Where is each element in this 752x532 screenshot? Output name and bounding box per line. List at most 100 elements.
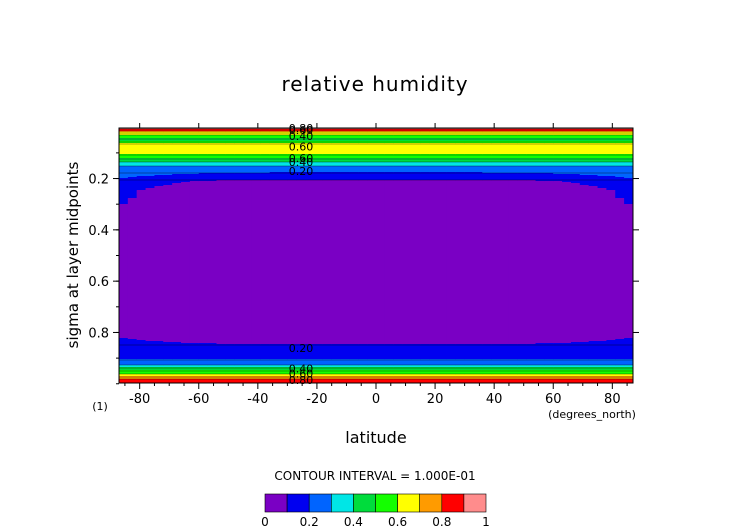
field-cell xyxy=(198,197,209,199)
field-cell xyxy=(172,169,182,171)
field-cell xyxy=(181,325,191,327)
field-cell xyxy=(145,230,155,232)
field-cell xyxy=(119,284,129,286)
field-cell xyxy=(136,334,146,336)
field-cell xyxy=(127,345,138,347)
field-cell xyxy=(163,232,173,234)
field-cell xyxy=(154,240,164,242)
field-cell xyxy=(163,228,173,230)
field-cell xyxy=(198,298,209,300)
field-cell xyxy=(181,278,191,280)
field-cell xyxy=(136,301,146,303)
field-cell xyxy=(181,288,191,290)
field-cell xyxy=(163,299,173,301)
field-cell xyxy=(119,369,129,371)
field-cell xyxy=(145,362,155,364)
field-cell xyxy=(181,348,191,350)
field-cell xyxy=(181,284,191,286)
field-cell xyxy=(163,286,173,288)
field-cell xyxy=(127,251,138,253)
field-cell xyxy=(119,188,129,190)
field-cell xyxy=(189,136,200,138)
field-cell xyxy=(154,302,164,304)
field-cell xyxy=(154,178,164,180)
field-cell xyxy=(127,324,138,326)
field-cell xyxy=(181,315,191,317)
field-cell xyxy=(163,314,173,316)
field-cell xyxy=(136,315,146,317)
field-cell xyxy=(181,243,191,245)
field-cell xyxy=(198,202,209,204)
field-cell xyxy=(172,375,182,377)
field-cell xyxy=(145,265,155,267)
field-cell xyxy=(119,159,129,161)
field-cell xyxy=(145,348,155,350)
field-cell xyxy=(181,272,191,274)
field-cell xyxy=(154,197,164,199)
field-cell xyxy=(136,206,146,208)
field-cell xyxy=(145,299,155,301)
field-cell xyxy=(119,209,129,211)
field-cell xyxy=(136,157,146,159)
field-cell xyxy=(127,271,138,273)
field-cell xyxy=(172,206,182,208)
field-cell xyxy=(127,206,138,208)
field-cell xyxy=(154,221,164,223)
field-cell xyxy=(181,352,191,354)
field-cell xyxy=(181,377,191,379)
field-cell xyxy=(136,216,146,218)
field-cell xyxy=(172,290,182,292)
field-cell xyxy=(145,287,155,289)
field-cell xyxy=(189,252,200,254)
field-cell xyxy=(172,296,182,298)
field-cell xyxy=(172,369,182,371)
field-cell xyxy=(154,232,164,234)
field-cell xyxy=(136,160,146,162)
field-cell xyxy=(136,182,146,184)
field-cell xyxy=(198,176,209,178)
field-cell xyxy=(136,185,146,187)
field-cell xyxy=(127,185,138,187)
field-cell xyxy=(127,250,138,252)
field-cell xyxy=(119,185,129,187)
field-cell xyxy=(145,192,155,194)
field-cell xyxy=(189,290,200,292)
field-cell xyxy=(119,289,129,291)
field-cell xyxy=(198,279,209,281)
field-cell xyxy=(136,345,146,347)
field-cell xyxy=(136,311,146,313)
field-cell xyxy=(172,327,182,329)
field-cell xyxy=(163,202,173,204)
field-cell xyxy=(127,375,138,377)
field-cell xyxy=(127,148,138,150)
field-cell xyxy=(198,156,209,158)
field-cell xyxy=(119,275,129,277)
field-cell xyxy=(198,181,209,183)
field-cell xyxy=(154,242,164,244)
field-cell xyxy=(181,206,191,208)
field-cell xyxy=(181,366,191,368)
field-cell xyxy=(119,276,129,278)
field-cell xyxy=(172,346,182,348)
field-cell xyxy=(154,314,164,316)
field-cell xyxy=(163,170,173,172)
field-cell xyxy=(163,284,173,286)
field-cell xyxy=(154,366,164,368)
field-cell xyxy=(145,291,155,293)
field-cell xyxy=(119,350,129,352)
field-cell xyxy=(181,183,191,185)
field-cell xyxy=(172,294,182,296)
field-cell xyxy=(172,235,182,237)
field-cell xyxy=(198,180,209,182)
field-cell xyxy=(145,350,155,352)
field-cell xyxy=(119,202,129,204)
field-cell xyxy=(172,240,182,242)
field-cell xyxy=(154,162,164,164)
field-cell xyxy=(119,319,129,321)
field-cell xyxy=(189,188,200,190)
field-cell xyxy=(127,207,138,209)
field-cell xyxy=(119,338,129,340)
field-cell xyxy=(189,346,200,348)
field-cell xyxy=(189,208,200,210)
field-cell xyxy=(136,362,146,364)
